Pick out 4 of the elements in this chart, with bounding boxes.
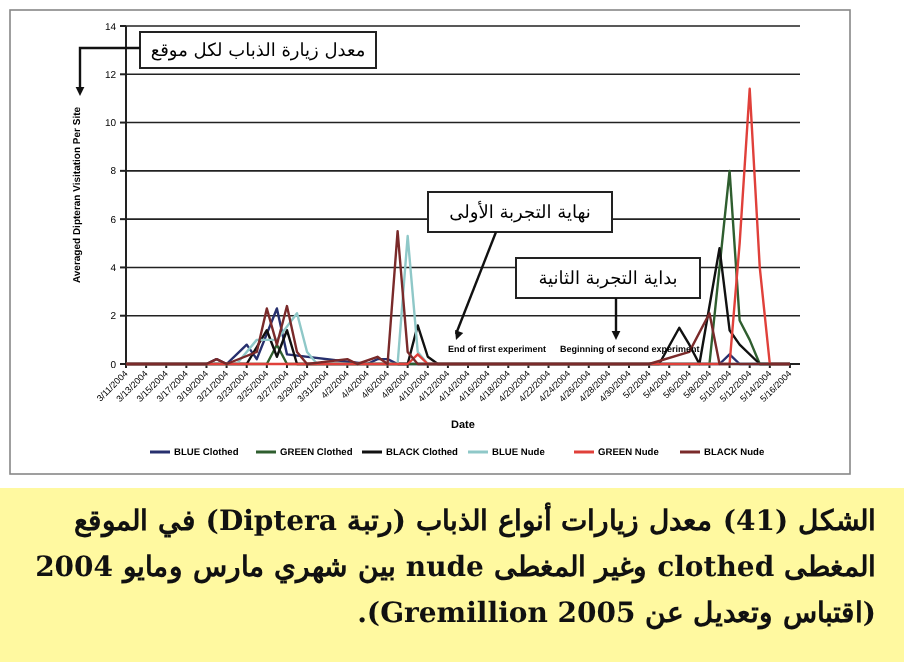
text: الشكل (41) معدل زيارات أنواع الذباب (رتبة Diptera) في الموقع المغطى clothed وغير المغطى nude بين شهري مارس ومايو 2004 (اقتباس وتعديل عن Gremillion 2005). bbox=[0, 488, 904, 662]
annotation: بداية التجربة الثانية bbox=[538, 270, 678, 291]
annotation: نهاية التجربة الأولى bbox=[449, 200, 591, 225]
annotation: معدل زيارة الذباب لكل موقع bbox=[150, 42, 366, 63]
